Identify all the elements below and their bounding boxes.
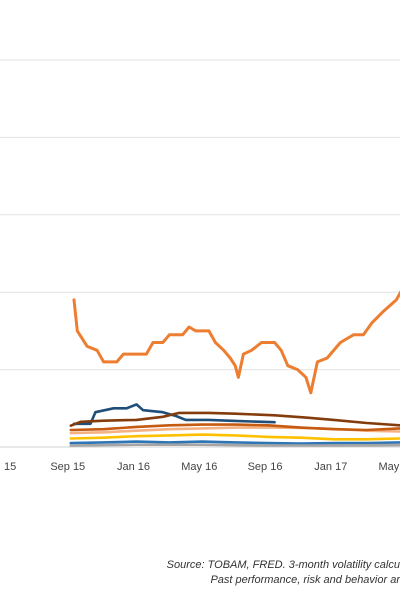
series-line-2	[72, 403, 276, 426]
gridlines	[0, 59, 400, 448]
x-tick-label: Jan 17	[314, 461, 347, 473]
x-tick-label: 15	[4, 461, 16, 473]
series-line-5	[69, 423, 400, 432]
x-tick-label: May 17	[379, 461, 400, 473]
x-tick-label: Sep 16	[248, 461, 283, 473]
source-note: Source: TOBAM, FRED. 3-month volatility …	[166, 559, 400, 571]
series-line-7	[69, 440, 400, 445]
x-tick-label: Sep 15	[50, 461, 85, 473]
x-tick-label: May 16	[181, 461, 217, 473]
series-lines	[69, 290, 400, 447]
series-line-8	[69, 443, 400, 447]
series-line-1	[72, 290, 400, 395]
series-line-6	[69, 433, 400, 441]
x-tick-label: Jan 16	[117, 461, 150, 473]
series-line-3	[69, 411, 400, 428]
disclaimer-note: Past performance, risk and behavior ar	[210, 574, 400, 586]
